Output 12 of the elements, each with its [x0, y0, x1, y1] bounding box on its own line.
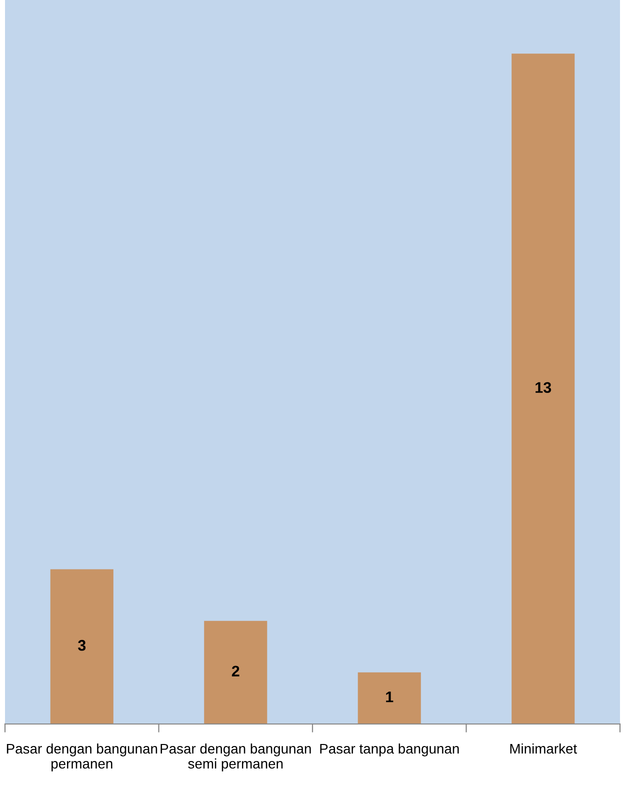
data-label: 2 — [232, 666, 240, 676]
data-label: 1 — [386, 692, 394, 702]
data-label: 3 — [78, 640, 86, 651]
x-tick-label: Pasar dengan bangunan permanen — [6, 743, 158, 772]
bar — [512, 54, 575, 724]
x-tick-label: Pasar dengan bangunan semi permanen — [160, 743, 311, 772]
x-tick-label: Pasar tanpa bangunan — [320, 743, 459, 756]
x-tick-label: Minimarket — [510, 743, 577, 754]
bar — [358, 672, 421, 724]
data-label: 13 — [536, 382, 552, 393]
bar — [50, 569, 114, 724]
bar — [204, 620, 268, 724]
